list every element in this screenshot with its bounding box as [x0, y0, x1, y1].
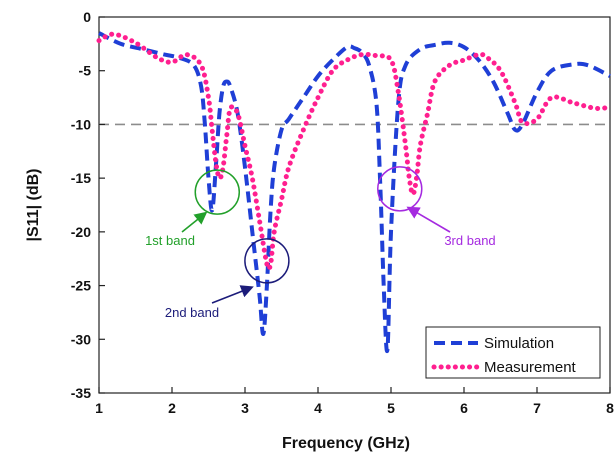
- band-arrow: [211, 285, 254, 304]
- y-tick-label: -15: [71, 170, 91, 186]
- legend-box: [425, 326, 601, 379]
- series-line-simulation: [98, 31, 611, 354]
- y-tick-label: -10: [71, 116, 91, 132]
- series-group: [96, 31, 613, 354]
- band-circle: [194, 169, 241, 215]
- legend-label-measurement: Measurement: [484, 359, 577, 376]
- band-circle: [244, 238, 290, 284]
- band-label: 1st band: [145, 233, 195, 248]
- x-axis-label: Frequency (GHz): [282, 435, 410, 452]
- annotations-group: 1st band 2nd band 3rd band: [145, 166, 496, 320]
- band-arrow: [181, 211, 208, 233]
- x-tick-label: 7: [533, 400, 541, 416]
- x-tick-label: 2: [168, 400, 176, 416]
- x-tick-label: 6: [460, 400, 468, 416]
- y-tick-label: -5: [79, 63, 92, 79]
- y-tick-label: -35: [71, 385, 91, 401]
- y-axis-label: |S11| (dB): [25, 169, 42, 242]
- legend: Simulation Measurement: [425, 326, 601, 379]
- series-line-measurement: [96, 31, 613, 272]
- x-tick-label: 5: [387, 400, 395, 416]
- legend-label-simulation: Simulation: [484, 335, 554, 352]
- x-tick-label: 4: [314, 400, 322, 416]
- ticks-group: 1 2 3 4 5 6 7 8 0 -5 -10 -15 -20 -25 -30 -35: [71, 9, 614, 416]
- x-tick-label: 3: [241, 400, 249, 416]
- band-arrow: [406, 206, 451, 233]
- y-tick-label: -25: [71, 278, 91, 294]
- y-tick-label: -20: [71, 224, 91, 240]
- band-circle: [377, 166, 423, 212]
- band-label: 3rd band: [444, 233, 495, 248]
- plot-frame: [98, 16, 611, 394]
- plot-area: [98, 16, 611, 394]
- band-label: 2nd band: [165, 305, 219, 320]
- x-tick-label: 1: [95, 400, 103, 416]
- x-tick-label: 8: [606, 400, 614, 416]
- y-tick-label: 0: [83, 9, 91, 25]
- y-tick-label: -30: [71, 331, 91, 347]
